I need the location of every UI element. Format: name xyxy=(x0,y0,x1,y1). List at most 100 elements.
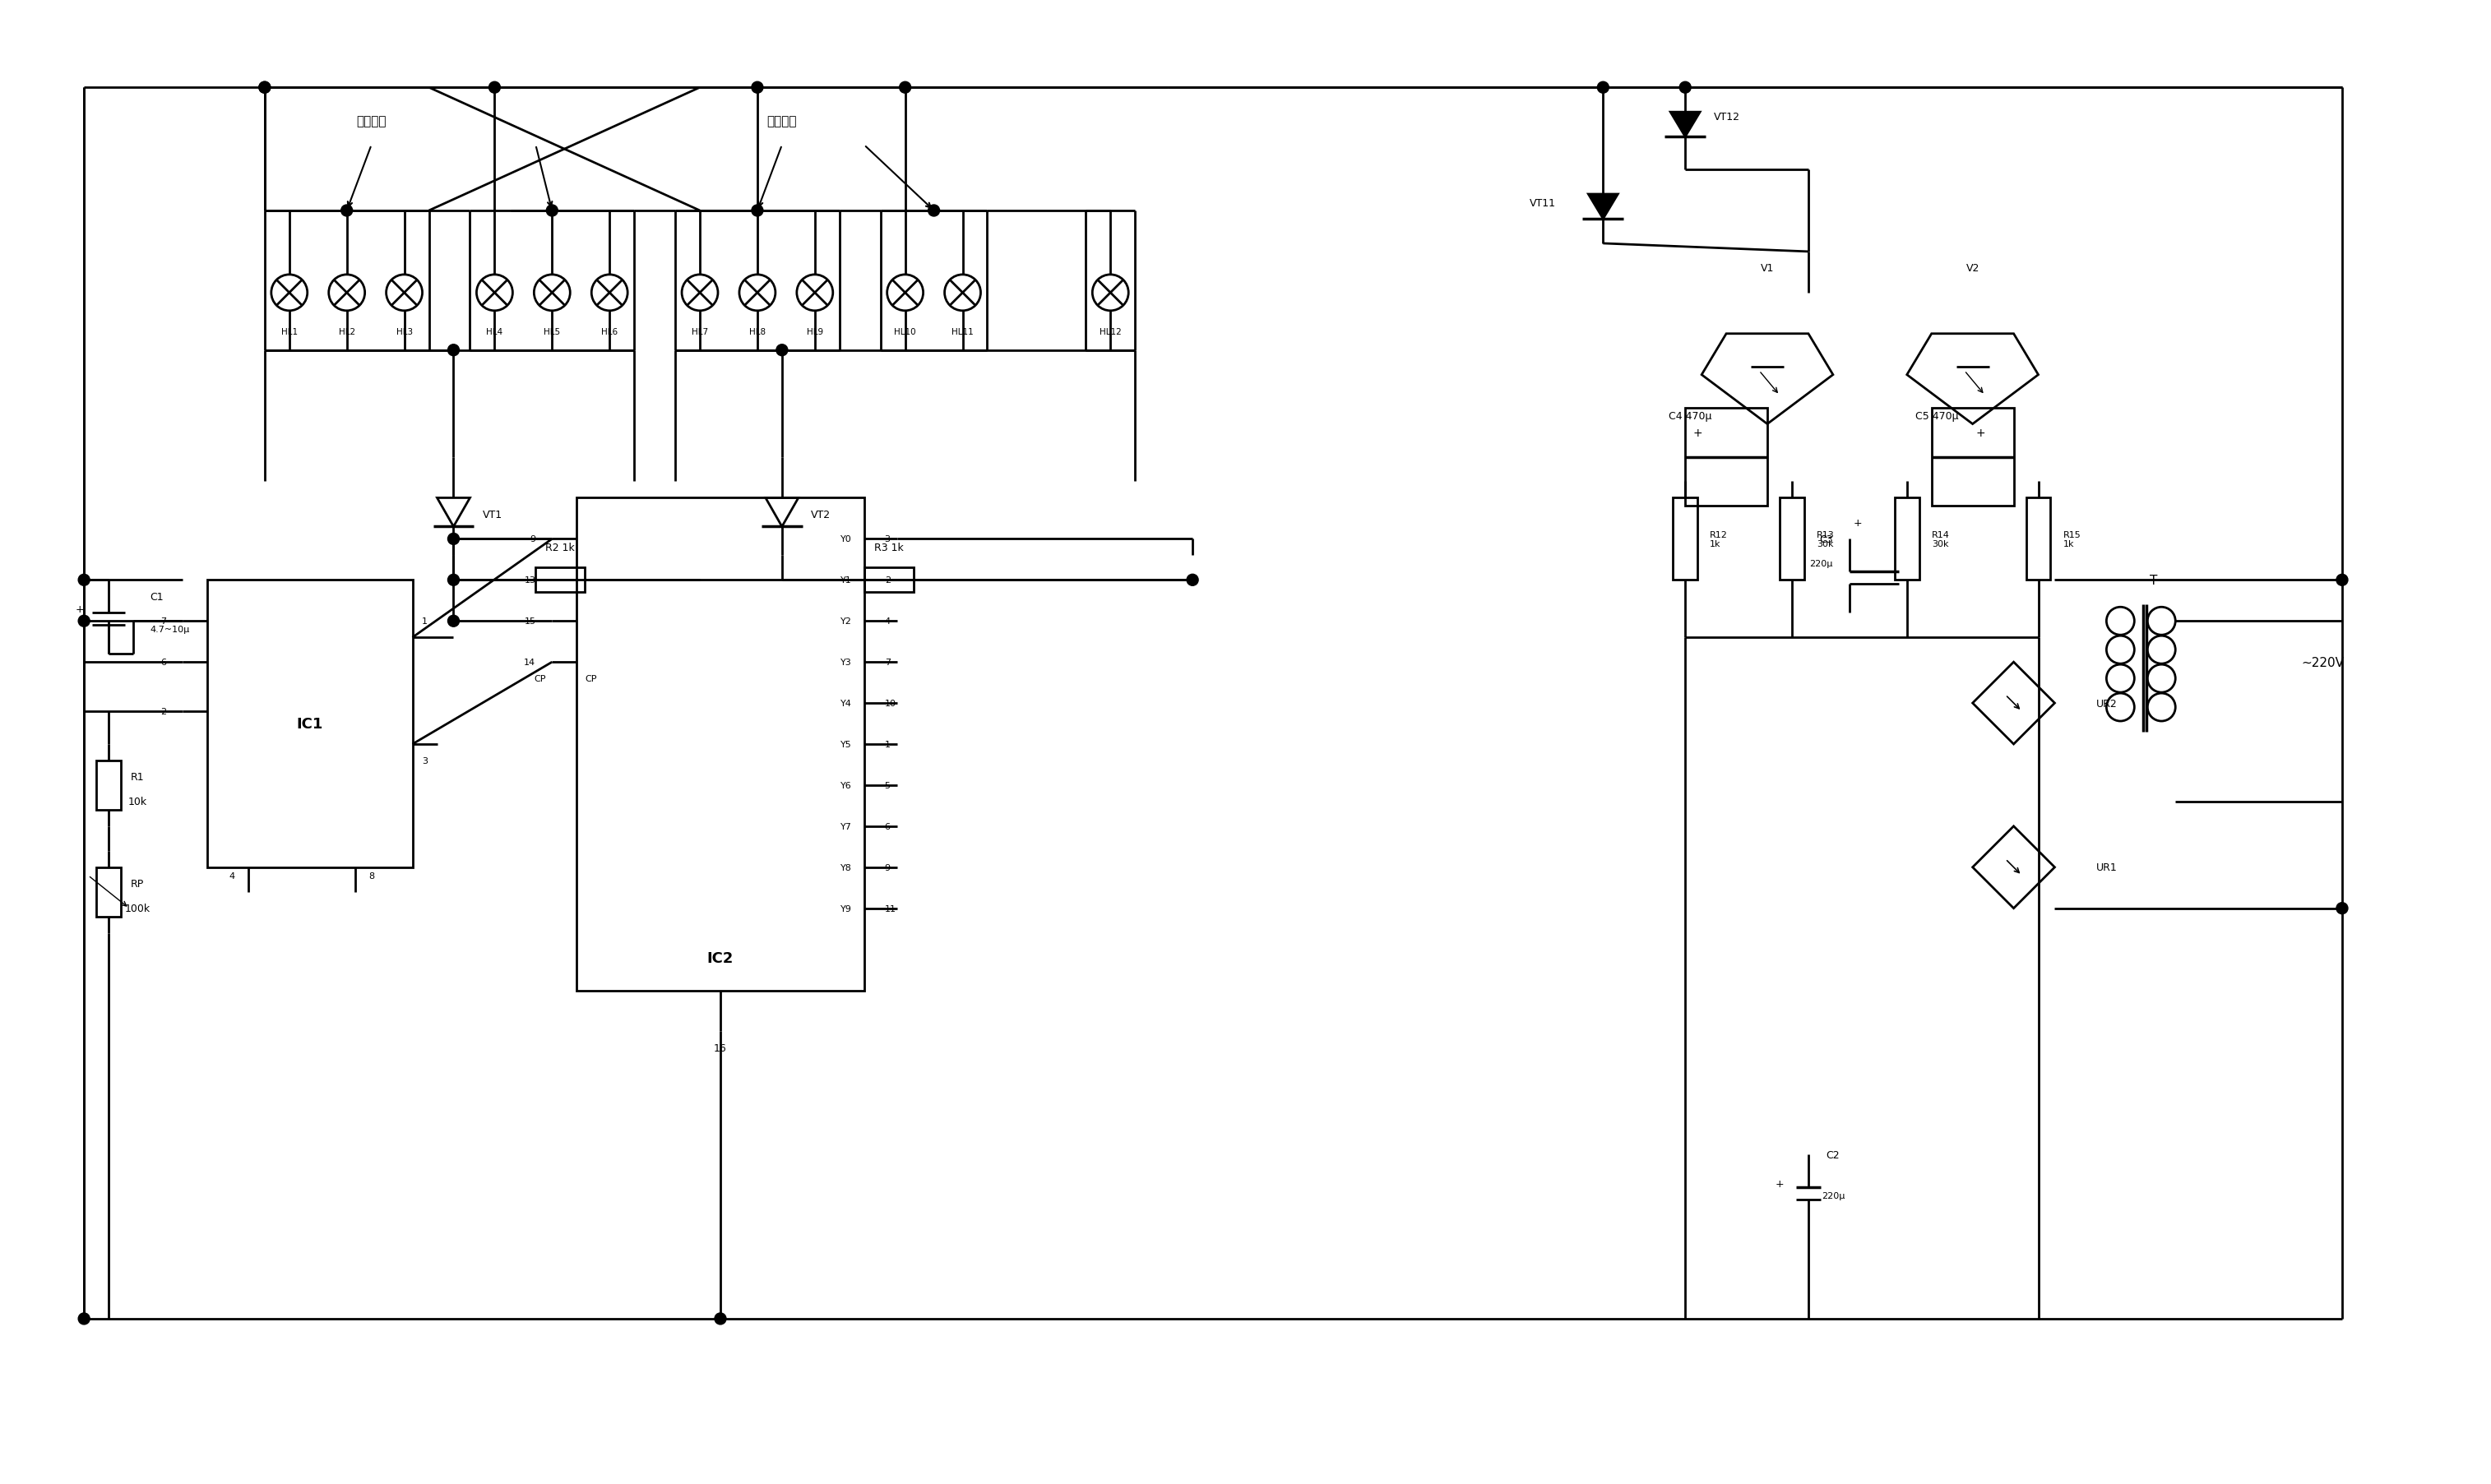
Bar xyxy=(1779,499,1803,580)
Text: HL7: HL7 xyxy=(692,328,707,335)
Text: C2: C2 xyxy=(1826,1149,1841,1160)
Bar xyxy=(1931,408,2013,506)
Text: +: + xyxy=(75,604,85,614)
Text: 11: 11 xyxy=(884,904,897,913)
Circle shape xyxy=(329,275,364,312)
Text: 13: 13 xyxy=(523,576,536,585)
Text: HL10: HL10 xyxy=(894,328,917,335)
Text: UR1: UR1 xyxy=(2095,862,2117,873)
Circle shape xyxy=(752,83,762,93)
Text: VT2: VT2 xyxy=(810,509,830,519)
Text: 绿色彩灯: 绿色彩灯 xyxy=(767,114,797,128)
Text: 14: 14 xyxy=(523,659,536,666)
Text: R3 1k: R3 1k xyxy=(874,542,904,554)
Text: 2: 2 xyxy=(159,708,167,715)
Text: Y5: Y5 xyxy=(839,741,852,748)
Text: Y8: Y8 xyxy=(839,864,852,871)
Text: Y1: Y1 xyxy=(839,576,852,585)
Circle shape xyxy=(546,205,558,217)
Text: RP: RP xyxy=(130,879,144,889)
Text: CP: CP xyxy=(585,675,598,683)
Text: UR2: UR2 xyxy=(2095,697,2117,709)
Circle shape xyxy=(448,344,458,356)
Text: C5 470μ: C5 470μ xyxy=(1916,411,1958,421)
Text: R12
1k: R12 1k xyxy=(1709,530,1729,548)
Text: Y7: Y7 xyxy=(839,822,852,831)
Text: +: + xyxy=(1694,427,1701,438)
Text: VT11: VT11 xyxy=(1529,197,1554,208)
Text: HL6: HL6 xyxy=(600,328,618,335)
Polygon shape xyxy=(1589,194,1617,220)
Text: C4 470μ: C4 470μ xyxy=(1669,411,1711,421)
Bar xyxy=(1896,499,1918,580)
Circle shape xyxy=(944,275,981,312)
Circle shape xyxy=(929,205,939,217)
Text: HL12: HL12 xyxy=(1099,328,1121,335)
Bar xyxy=(1674,499,1696,580)
Circle shape xyxy=(1679,83,1691,93)
Circle shape xyxy=(488,83,501,93)
Text: 220μ: 220μ xyxy=(1808,559,1833,568)
Text: 5: 5 xyxy=(884,782,889,789)
Text: HL3: HL3 xyxy=(396,328,414,335)
Circle shape xyxy=(448,616,458,628)
Text: HL2: HL2 xyxy=(339,328,356,335)
Bar xyxy=(578,499,864,991)
Text: Y3: Y3 xyxy=(839,659,852,666)
Bar xyxy=(1686,408,1766,506)
Circle shape xyxy=(1186,574,1198,586)
Text: HL4: HL4 xyxy=(486,328,503,335)
Circle shape xyxy=(77,574,90,586)
Text: V2: V2 xyxy=(1965,263,1980,275)
Text: R13
30k: R13 30k xyxy=(1816,530,1833,548)
Text: +: + xyxy=(1776,1178,1784,1189)
Text: 6: 6 xyxy=(159,659,167,666)
Bar xyxy=(97,761,122,810)
Text: 6: 6 xyxy=(884,822,889,831)
Circle shape xyxy=(2337,574,2349,586)
Text: HL8: HL8 xyxy=(750,328,765,335)
Text: 3: 3 xyxy=(884,536,889,543)
Circle shape xyxy=(683,275,717,312)
Circle shape xyxy=(1597,83,1609,93)
Text: R14
30k: R14 30k xyxy=(1931,530,1950,548)
Circle shape xyxy=(272,275,306,312)
Text: 100k: 100k xyxy=(125,904,149,914)
Text: C3: C3 xyxy=(1818,534,1833,545)
Text: HL9: HL9 xyxy=(807,328,822,335)
Polygon shape xyxy=(1671,113,1699,138)
Text: 4.7~10μ: 4.7~10μ xyxy=(149,625,189,634)
Text: IC2: IC2 xyxy=(707,950,735,965)
Text: R1: R1 xyxy=(130,772,144,782)
Text: Y4: Y4 xyxy=(839,699,852,708)
Circle shape xyxy=(259,83,272,93)
Circle shape xyxy=(777,344,787,356)
Text: R2 1k: R2 1k xyxy=(546,542,575,554)
Text: VT12: VT12 xyxy=(1714,111,1741,122)
Circle shape xyxy=(533,275,570,312)
Text: 3: 3 xyxy=(421,757,428,764)
Text: 220μ: 220μ xyxy=(1821,1192,1846,1199)
Text: Y2: Y2 xyxy=(839,617,852,625)
Circle shape xyxy=(259,83,272,93)
Text: 2: 2 xyxy=(884,576,889,585)
Circle shape xyxy=(899,83,912,93)
Text: 9: 9 xyxy=(884,864,889,871)
Circle shape xyxy=(77,616,90,628)
Circle shape xyxy=(740,275,775,312)
Circle shape xyxy=(1094,275,1128,312)
Circle shape xyxy=(752,205,762,217)
Text: +: + xyxy=(1975,427,1985,438)
Bar xyxy=(536,568,585,592)
Text: IC1: IC1 xyxy=(296,717,324,732)
Text: 10k: 10k xyxy=(127,797,147,807)
Circle shape xyxy=(77,1313,90,1325)
Text: VT1: VT1 xyxy=(483,509,503,519)
Text: 8: 8 xyxy=(369,871,374,880)
Text: 4: 4 xyxy=(884,617,889,625)
Circle shape xyxy=(448,574,458,586)
Circle shape xyxy=(448,534,458,545)
Text: 7: 7 xyxy=(159,617,167,625)
Circle shape xyxy=(590,275,628,312)
Text: C1: C1 xyxy=(149,592,164,603)
